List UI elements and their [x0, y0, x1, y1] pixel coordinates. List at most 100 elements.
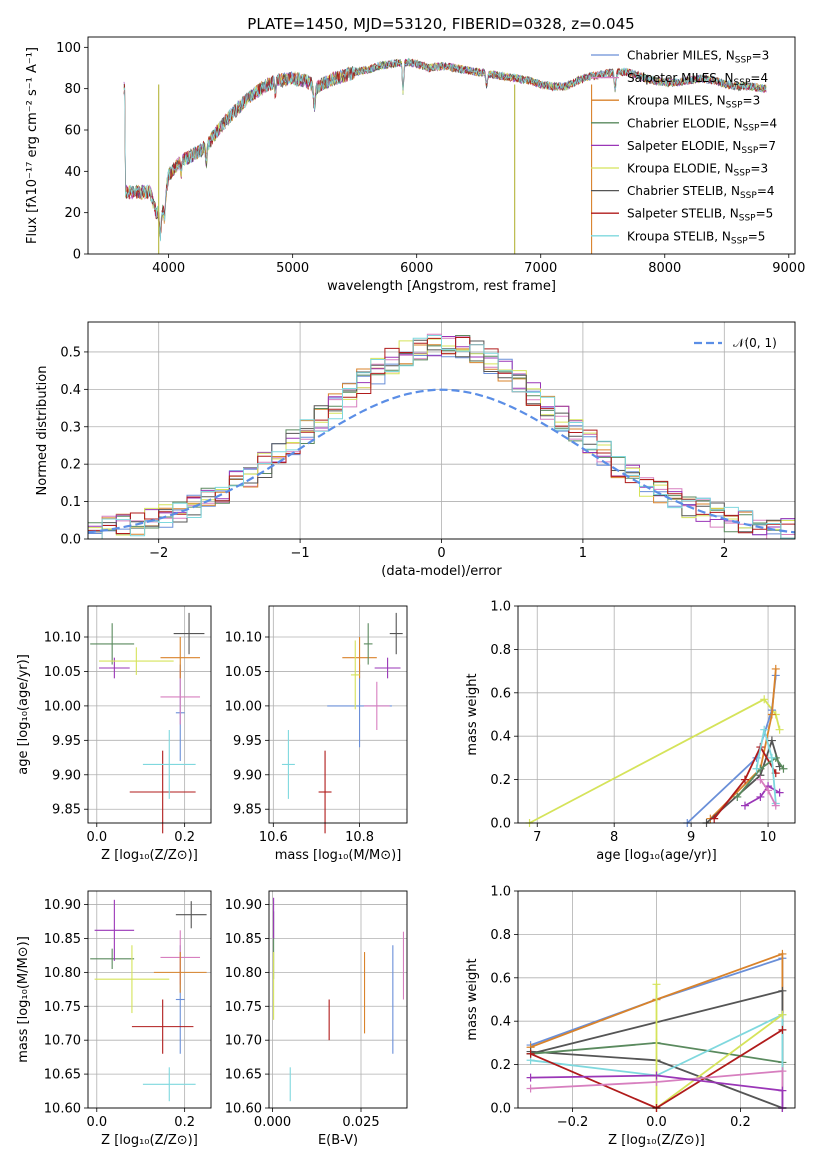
weight-marker-chabrier-elodie — [779, 764, 788, 773]
y-tick-label: 10.10 — [44, 631, 81, 646]
x-tick-label: 10.6 — [259, 830, 288, 845]
y-tick-label: 10.60 — [44, 1102, 81, 1117]
spectrum-panel: 4000 5000 6000 7000 8000 9000 0 20 40 60 80 100 wave… — [25, 36, 805, 294]
weight-marker-salpeter-miles — [778, 1067, 787, 1076]
y-tick-label: 10.85 — [225, 932, 262, 947]
weight-marker-salpeter-miles — [771, 801, 780, 810]
weight-line-kroupa-miles — [709, 668, 777, 820]
x-tick-label: 0 — [437, 546, 445, 561]
x-axis-label: (data-model)/error — [381, 564, 502, 579]
y-tick-label: 10.05 — [225, 665, 262, 680]
y-tick-label: 9.95 — [233, 734, 262, 749]
x-tick-label: 5000 — [276, 261, 309, 276]
legend-label-salpeter-miles: Salpeter MILES, NSSP=4 — [627, 71, 768, 88]
axes-frame — [87, 321, 796, 540]
x-axis-label: E(B-V) — [318, 1133, 358, 1148]
x-tick-label: −1 — [291, 546, 310, 561]
weight-marker-salpeter-stelib — [740, 775, 749, 784]
weight-marker-salpeter-miles — [756, 775, 765, 784]
weight-marker-salpeter-elodie — [526, 1073, 535, 1082]
weight-marker-salpeter-stelib — [710, 814, 719, 823]
y-axis-label: Normed distribution — [35, 366, 50, 496]
weight-marker-salpeter-stelib — [526, 1049, 535, 1058]
y-tick-label: 10.80 — [225, 966, 262, 981]
weight-line-salpeter-stelib — [713, 745, 777, 820]
legend-label-salpeter-stelib: Salpeter STELIB, NSSP=5 — [627, 207, 773, 224]
weight-marker-kroupa-elodie — [652, 980, 661, 989]
mass-weight-vs-metallicity-panel: −0.2 0.0 0.2 0.0 0.2 0.4 0.6 0.8 1.0 Z [log₁₀(Z/Z… — [465, 885, 796, 1148]
y-tick-label: 60 — [64, 124, 81, 139]
y-tick-label: 0.4 — [490, 1015, 511, 1030]
x-tick-label: 0.0 — [646, 1115, 667, 1130]
y-tick-label: 0.4 — [490, 730, 511, 745]
weight-marker-kroupa-miles — [771, 664, 780, 673]
x-axis-label: wavelength [Angstrom, rest frame] — [327, 279, 556, 294]
y-tick-label: 10.90 — [44, 898, 81, 913]
y-axis-label: Flux [fλ10⁻¹⁷ erg cm⁻² s⁻¹ A⁻¹] — [25, 47, 40, 244]
legend-label-kroupa-elodie: Kroupa ELODIE, NSSP=3 — [627, 162, 768, 179]
y-tick-label: 9.90 — [233, 768, 262, 783]
x-tick-label: 7000 — [524, 261, 557, 276]
weight-line-salpeter-elodie — [530, 1074, 784, 1108]
y-axis-label: mass weight — [465, 958, 480, 1040]
histogram-kroupa-stelib — [88, 335, 795, 539]
y-tick-label: 0.6 — [490, 686, 511, 701]
x-tick-label: −0.2 — [557, 1115, 589, 1130]
y-tick-label: 10.60 — [225, 1102, 262, 1117]
axes-frame — [517, 605, 796, 824]
weight-marker-salpeter-elodie — [778, 1086, 787, 1095]
x-tick-label: 0.2 — [174, 1115, 195, 1130]
y-tick-label: 10.10 — [225, 631, 262, 646]
figure-title: PLATE=1450, MJD=53120, FIBERID=0328, z=0… — [247, 15, 634, 33]
y-tick-label: 20 — [64, 206, 81, 221]
x-tick-label: 0.025 — [342, 1115, 379, 1130]
weight-marker-kroupa-elodie — [778, 1010, 787, 1019]
y-tick-label: 0.2 — [490, 1058, 511, 1073]
y-tick-label: 9.90 — [52, 768, 81, 783]
x-tick-label: 10.8 — [345, 830, 374, 845]
spectrum-line-kroupa-stelib — [123, 57, 767, 242]
axes-frame — [87, 36, 796, 255]
weight-line-kroupa-elodie — [529, 698, 781, 824]
x-tick-label: 0.0 — [86, 830, 107, 845]
y-tick-label: 10.65 — [44, 1068, 81, 1083]
weight-marker-salpeter-stelib — [778, 1025, 787, 1034]
legend-label-normal: 𝒩(0, 1) — [733, 336, 777, 350]
x-tick-label: 2 — [720, 546, 728, 561]
y-tick-label: 100 — [56, 41, 81, 56]
x-tick-label: 4000 — [152, 261, 185, 276]
y-tick-label: 1.0 — [490, 600, 511, 615]
y-tick-label: 10.75 — [44, 1000, 81, 1015]
weight-marker-chabrier-stelib — [778, 986, 787, 995]
weight-marker-kroupa-miles — [778, 949, 787, 958]
weight-marker-salpeter-miles — [526, 1084, 535, 1093]
weight-marker-salpeter-elodie — [756, 792, 765, 801]
y-tick-label: 10.00 — [44, 699, 81, 714]
mass-vs-ebv-panel: 0.000 0.025 10.60 10.65 10.70 10.75 10.80 10.85… — [225, 890, 408, 1148]
y-tick-label: 0.4 — [60, 383, 81, 398]
axes-frame — [517, 890, 796, 1109]
y-tick-label: 0.3 — [60, 420, 81, 435]
normal-curve — [87, 388, 796, 534]
y-tick-label: 9.85 — [233, 803, 262, 818]
x-tick-label: 8 — [610, 830, 618, 845]
y-tick-label: 9.85 — [52, 803, 81, 818]
y-tick-label: 10.05 — [44, 665, 81, 680]
y-tick-label: 0.5 — [60, 345, 81, 360]
weight-marker-kroupa-miles — [767, 710, 776, 719]
x-tick-label: 0.2 — [730, 1115, 751, 1130]
age-vs-mass-panel: 10.6 10.8 9.85 9.90 9.95 10.00 10.05 10.10 mass … — [225, 605, 408, 863]
y-tick-label: 80 — [64, 82, 81, 97]
axes-frame — [87, 890, 212, 1109]
weight-marker-kroupa-stelib — [752, 764, 761, 773]
legend-label-kroupa-stelib: Kroupa STELIB, NSSP=5 — [627, 229, 765, 246]
mass-weight-vs-age-panel: 7 8 9 10 0.0 0.2 0.4 0.6 0.8 1.0 age [log₁₀(age/yr… — [465, 600, 796, 863]
x-tick-label: 10 — [760, 830, 777, 845]
weight-line-kroupa-stelib — [530, 1013, 784, 1108]
y-axis-label: age [log₁₀(age/yr)] — [16, 654, 31, 775]
legend-label-kroupa-miles: Kroupa MILES, NSSP=3 — [627, 94, 760, 111]
x-tick-label: 7 — [533, 830, 541, 845]
axes-frame — [87, 605, 212, 824]
y-tick-label: 0.0 — [60, 533, 81, 548]
weight-line-chabrier-elodie — [736, 756, 785, 798]
